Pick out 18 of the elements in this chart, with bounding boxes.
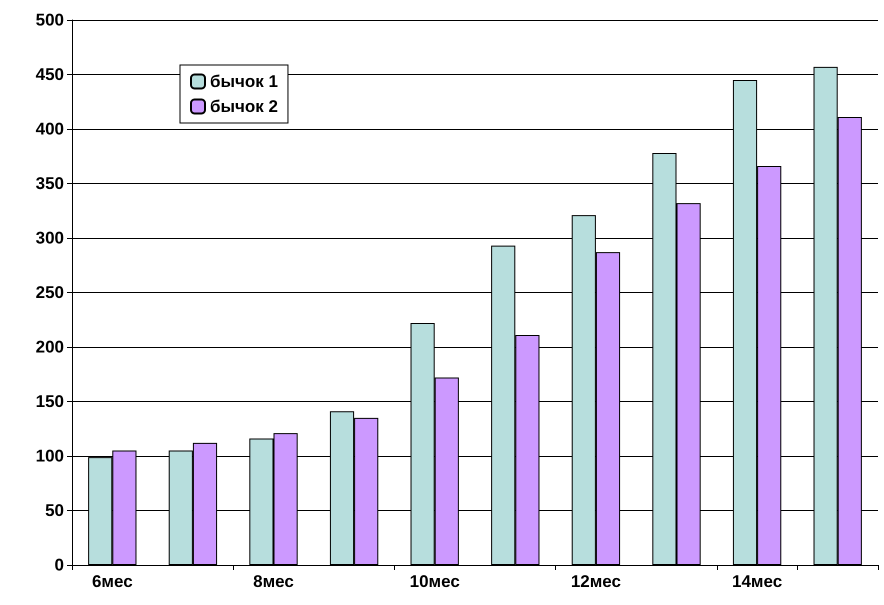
- y-tick-label: 250: [36, 283, 64, 302]
- x-tick-label: 14мес: [732, 572, 782, 591]
- legend-label: бычок 1: [210, 72, 278, 91]
- y-tick-label: 0: [54, 556, 64, 574]
- x-tick-label: 12мес: [570, 572, 621, 591]
- y-tick-label: 100: [36, 446, 64, 466]
- y-tick-label: 450: [36, 65, 64, 84]
- legend-label: бычок 2: [210, 97, 278, 116]
- y-tick-label: 50: [45, 501, 64, 520]
- y-tick-label: 300: [36, 228, 64, 248]
- y-tick-label: 350: [36, 174, 64, 193]
- y-tick-label: 400: [36, 120, 64, 138]
- x-tick-label: 6мес: [92, 572, 133, 591]
- x-tick-label: 10мес: [410, 572, 460, 591]
- y-tick-label: 500: [36, 10, 64, 30]
- x-tick-label: 8мес: [253, 572, 294, 591]
- y-tick-label: 200: [36, 338, 64, 356]
- y-tick-label: 150: [36, 392, 64, 411]
